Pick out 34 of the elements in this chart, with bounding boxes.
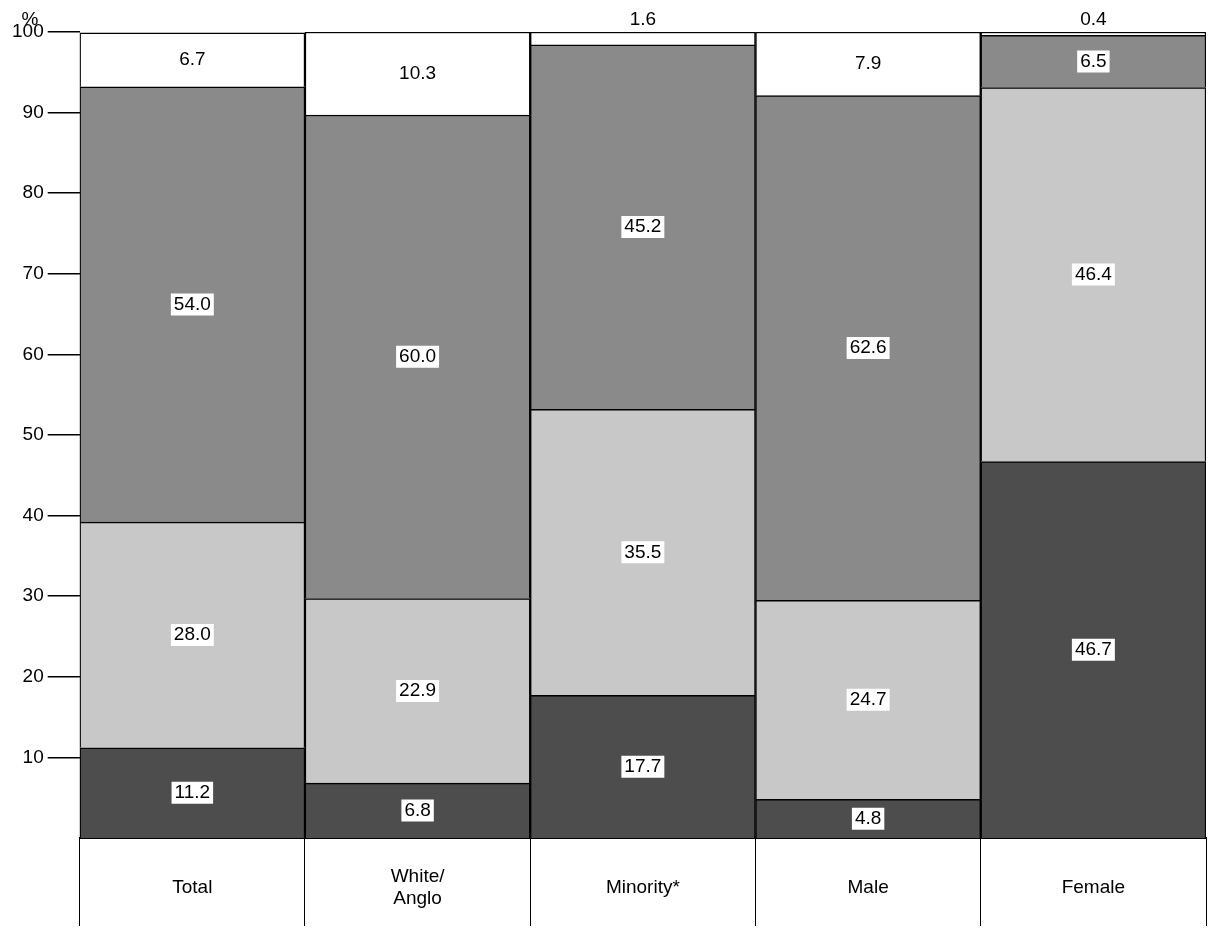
data-label: 22.9 — [399, 679, 437, 701]
y-tick-label: 90 — [22, 100, 44, 122]
x-tick-label: Female — [1061, 876, 1126, 898]
y-tick-label: 50 — [22, 423, 44, 445]
data-label: 62.6 — [849, 336, 887, 358]
data-label: 35.5 — [624, 540, 662, 562]
data-label: 7.9 — [854, 52, 882, 74]
data-label: 11.2 — [174, 781, 211, 803]
data-label: 45.2 — [624, 215, 662, 237]
x-tick-label: Total — [172, 876, 213, 898]
y-tick-label: 30 — [22, 584, 44, 606]
y-tick-label: 40 — [22, 503, 44, 525]
data-label: 24.7 — [849, 688, 887, 710]
data-label: 54.0 — [173, 292, 211, 314]
data-label: 10.3 — [399, 61, 437, 83]
x-tick-label: White/ Anglo — [390, 865, 446, 909]
x-tick-label: Minority* — [605, 876, 681, 898]
data-label: 1.6 — [629, 8, 657, 30]
data-label: 46.7 — [1074, 638, 1112, 660]
data-label: 0.4 — [1080, 8, 1107, 30]
data-label: 46.4 — [1074, 262, 1113, 284]
x-tick-label: Male — [847, 876, 889, 898]
data-label: 60.0 — [399, 345, 437, 367]
data-label: 4.8 — [854, 806, 882, 828]
data-label: 28.0 — [173, 623, 211, 645]
y-tick-label: 70 — [22, 262, 44, 284]
y-tick-label: 20 — [22, 665, 44, 687]
y-tick-label: 10 — [22, 745, 44, 767]
y-tick-label: 60 — [22, 342, 44, 364]
y-tick-label: 80 — [22, 181, 44, 203]
data-label: 6.8 — [404, 798, 431, 820]
data-label: 17.7 — [624, 754, 662, 776]
data-label: 6.5 — [1080, 49, 1107, 71]
data-label: 6.7 — [179, 48, 206, 70]
